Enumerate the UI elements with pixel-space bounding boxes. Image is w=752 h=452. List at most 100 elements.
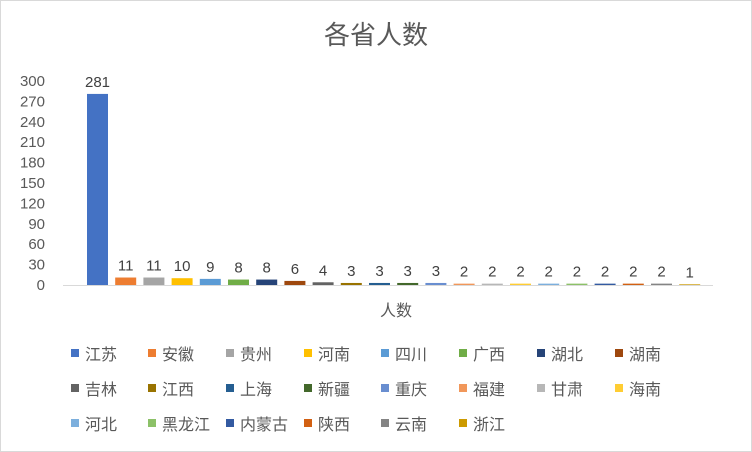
bar: [87, 93, 108, 285]
legend-swatch: [304, 384, 312, 392]
legend-label: 贵州: [240, 345, 273, 364]
bar: [453, 283, 475, 285]
legend-label: 黑龙江: [162, 415, 211, 434]
legend-label: 河北: [85, 415, 118, 434]
data-label: 2: [629, 264, 637, 281]
data-label: 2: [601, 264, 609, 281]
y-tick-label: 30: [28, 257, 45, 274]
data-label: 2: [488, 264, 496, 281]
y-tick-label: 120: [20, 195, 45, 212]
bar: [594, 283, 616, 285]
legend-item: 吉林: [71, 378, 118, 399]
legend-label: 河南: [318, 345, 351, 364]
legend-item: 浙江: [459, 413, 506, 434]
legend-swatch: [381, 349, 389, 357]
legend-item: 河北: [71, 413, 118, 434]
legend-label: 海南: [629, 380, 662, 399]
legend-swatch: [71, 384, 79, 392]
legend-label: 吉林: [85, 380, 118, 399]
legend-item: 海南: [615, 378, 662, 399]
legend-label: 上海: [240, 380, 273, 399]
y-tick-label: 0: [37, 277, 45, 294]
y-tick-label: 210: [20, 134, 45, 151]
legend-label: 湖南: [629, 345, 662, 364]
bar: [679, 284, 701, 285]
y-tick-label: 300: [20, 73, 45, 90]
legend-swatch: [459, 349, 467, 357]
y-tick-label: 240: [20, 114, 45, 131]
data-label: 2: [545, 264, 553, 281]
legend-label: 江苏: [85, 345, 118, 364]
legend-label: 新疆: [318, 380, 351, 399]
legend-label: 浙江: [473, 415, 506, 434]
legend-label: 甘肃: [551, 380, 584, 399]
legend-item: 黑龙江: [148, 413, 211, 434]
data-label: 1: [686, 264, 694, 281]
legend-item: 安徽: [148, 343, 195, 364]
bar: [115, 277, 137, 285]
data-label: 2: [460, 264, 468, 281]
data-label: 3: [375, 263, 383, 280]
legend-item: 河南: [304, 343, 351, 364]
data-label: 11: [146, 258, 162, 275]
x-axis-label: 人数: [379, 301, 412, 320]
legend-label: 安徽: [162, 345, 195, 364]
legend-item: 广西: [459, 343, 506, 364]
y-tick-label: 270: [20, 93, 45, 110]
data-label: 3: [347, 263, 355, 280]
legend-label: 重庆: [395, 380, 428, 399]
bar: [369, 282, 390, 285]
legend-swatch: [304, 419, 312, 427]
data-label: 4: [319, 262, 327, 279]
bar: [171, 278, 193, 285]
bar: [397, 282, 419, 285]
bar: [256, 279, 278, 285]
data-label: 281: [85, 74, 110, 91]
legend-item: 重庆: [381, 378, 428, 399]
legend-item: 云南: [381, 413, 427, 434]
legend-swatch: [537, 384, 545, 392]
legend-label: 陕西: [318, 415, 351, 434]
legend-item: 甘肃: [537, 378, 584, 399]
legend-item: 湖南: [615, 343, 662, 364]
data-label: 6: [291, 261, 299, 278]
legend-swatch: [71, 349, 79, 357]
legend-swatch: [381, 384, 389, 392]
data-label: 3: [432, 263, 440, 280]
data-label: 8: [263, 260, 271, 277]
bar: [228, 279, 249, 285]
legend-swatch: [226, 349, 234, 357]
legend-item: 内蒙古: [226, 413, 289, 434]
y-tick-label: 90: [28, 216, 45, 233]
y-tick-label: 180: [20, 155, 45, 172]
data-label: 3: [404, 263, 412, 280]
legend-item: 新疆: [304, 378, 351, 399]
data-label: 11: [118, 258, 134, 275]
legend-label: 广西: [473, 345, 506, 364]
legend-swatch: [148, 384, 156, 392]
legend-swatch: [304, 349, 312, 357]
data-label: 9: [206, 259, 214, 276]
data-label: 8: [234, 260, 242, 277]
legend-swatch: [226, 419, 234, 427]
bar: [651, 283, 672, 285]
bar: [481, 283, 503, 285]
bar: [622, 283, 644, 285]
legend-item: 上海: [226, 378, 273, 399]
legend-item: 湖北: [537, 343, 583, 364]
legend-swatch: [148, 419, 156, 427]
legend-swatch: [226, 384, 234, 392]
data-label: 2: [516, 264, 524, 281]
legend-item: 四川: [381, 343, 427, 364]
legend-label: 江西: [162, 380, 195, 399]
legend-label: 内蒙古: [240, 415, 289, 434]
bar: [538, 283, 560, 285]
legend-swatch: [537, 349, 545, 357]
legend-label: 福建: [473, 380, 506, 399]
y-tick-label: 60: [28, 236, 45, 253]
y-tick-label: 150: [20, 175, 45, 192]
legend-swatch: [148, 349, 156, 357]
